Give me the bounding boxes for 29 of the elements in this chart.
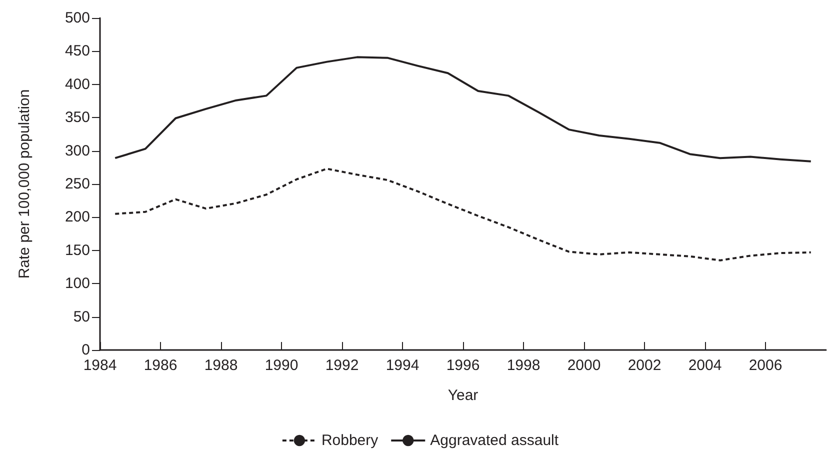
x-tick-label: 1986 <box>144 357 178 374</box>
legend-label: Aggravated assault <box>430 432 560 449</box>
line-series <box>114 56 812 162</box>
x-tick-label: 1994 <box>386 357 420 374</box>
y-axis-title: Rate per 100,000 population <box>16 89 33 279</box>
y-tick-label: 400 <box>64 76 90 93</box>
y-tick-label: 100 <box>64 275 90 292</box>
y-tick-label: 450 <box>64 42 90 60</box>
y-tick-label: 300 <box>64 142 90 160</box>
x-axis-title: Year <box>448 387 478 404</box>
x-tick-label: 2000 <box>567 357 601 374</box>
y-tick-label: 0 <box>82 342 90 358</box>
line-series <box>114 168 812 262</box>
y-tick-label: 250 <box>64 176 90 192</box>
x-tick-label: 1984 <box>83 357 117 374</box>
x-tick-label: 2004 <box>688 357 722 374</box>
y-tick-label: 150 <box>64 242 90 259</box>
y-tick-label: 200 <box>64 208 90 226</box>
y-tick-label: 500 <box>64 10 90 26</box>
y-tick-label: 50 <box>73 308 90 326</box>
x-tick-label: 2002 <box>628 357 662 374</box>
x-tick-label: 1996 <box>446 357 480 374</box>
x-tick-label: 1992 <box>325 357 359 374</box>
x-tick-label: 1988 <box>204 357 238 374</box>
legend-label: Robbery <box>321 432 379 449</box>
x-tick-label: 1990 <box>264 357 298 374</box>
y-tick-label: 350 <box>64 109 90 126</box>
x-tick-label: 1998 <box>506 357 540 374</box>
x-tick-label: 2006 <box>748 357 782 374</box>
